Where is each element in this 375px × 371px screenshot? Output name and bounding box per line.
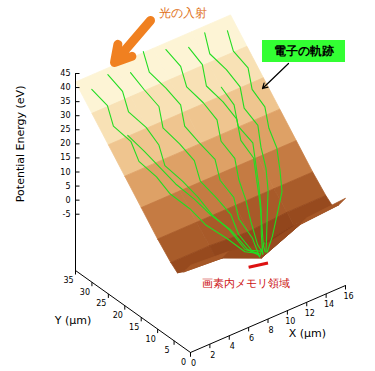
svg-text:光の入射: 光の入射 xyxy=(159,6,207,20)
svg-text:20: 20 xyxy=(60,139,70,148)
svg-text:12: 12 xyxy=(305,309,315,318)
svg-text:15: 15 xyxy=(60,153,70,162)
svg-text:30: 30 xyxy=(60,111,70,120)
svg-text:16: 16 xyxy=(343,292,353,301)
svg-text:10: 10 xyxy=(146,335,156,344)
svg-text:5: 5 xyxy=(165,346,170,355)
svg-text:10: 10 xyxy=(285,317,295,326)
svg-text:35: 35 xyxy=(63,276,73,285)
svg-text:40: 40 xyxy=(60,83,70,92)
svg-text:0: 0 xyxy=(191,359,196,368)
svg-text:35: 35 xyxy=(60,97,70,106)
svg-text:10: 10 xyxy=(60,168,70,177)
svg-text:14: 14 xyxy=(324,300,334,309)
svg-text:0: 0 xyxy=(181,358,186,367)
svg-text:6: 6 xyxy=(249,334,254,343)
svg-text:電子の軌跡: 電子の軌跡 xyxy=(274,44,334,58)
svg-text:30: 30 xyxy=(80,288,90,297)
svg-text:X (μm): X (μm) xyxy=(289,327,326,340)
svg-text:2: 2 xyxy=(210,351,215,360)
svg-text:25: 25 xyxy=(96,299,106,308)
svg-text:4: 4 xyxy=(230,342,235,351)
svg-text:画素内メモリ領域: 画素内メモリ領域 xyxy=(202,277,290,290)
svg-text:Y (μm): Y (μm) xyxy=(54,314,92,327)
svg-text:15: 15 xyxy=(129,323,139,332)
svg-text:-5: -5 xyxy=(63,210,71,219)
svg-text:45: 45 xyxy=(60,69,70,78)
svg-text:20: 20 xyxy=(113,311,123,320)
svg-text:25: 25 xyxy=(60,125,70,134)
svg-text:0: 0 xyxy=(65,196,70,205)
svg-text:5: 5 xyxy=(65,182,70,191)
svg-text:Potential Energy (eV): Potential Energy (eV) xyxy=(14,86,27,203)
svg-text:8: 8 xyxy=(268,326,273,335)
